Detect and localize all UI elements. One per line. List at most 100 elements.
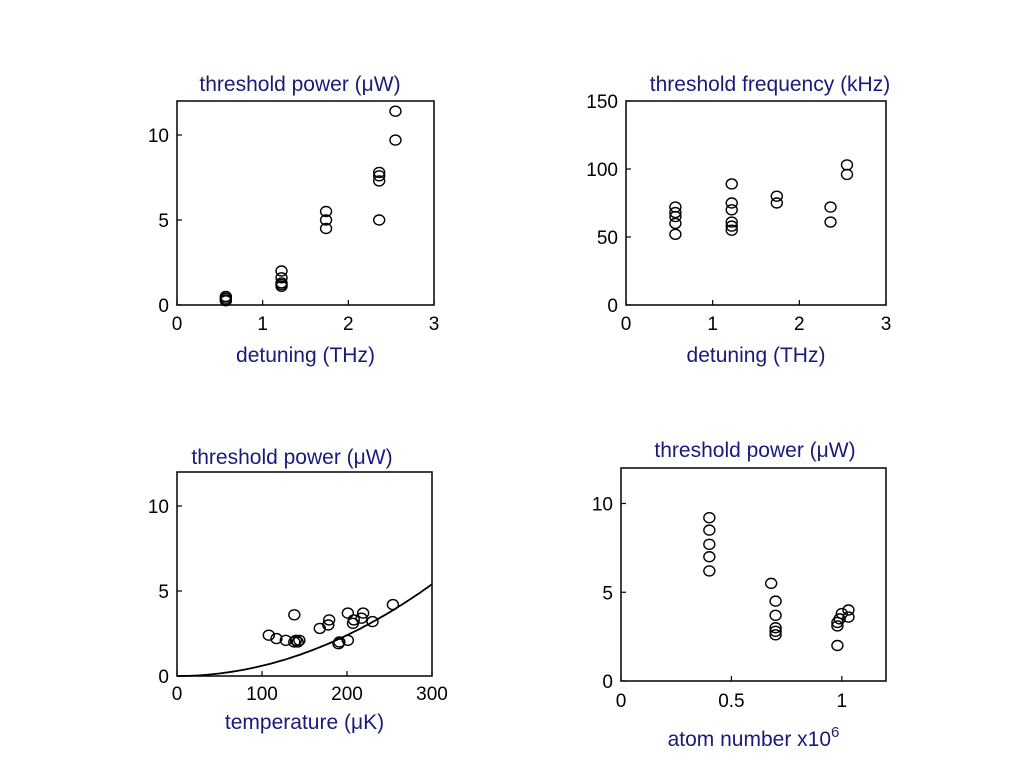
data-point <box>279 634 292 646</box>
x-tick-label: 2 <box>794 314 805 335</box>
data-point <box>725 224 738 236</box>
data-point <box>386 598 400 611</box>
data-point <box>341 607 355 619</box>
data-point <box>389 134 402 146</box>
data-point <box>842 611 855 623</box>
data-point <box>372 166 386 179</box>
data-point <box>288 609 301 621</box>
data-point <box>770 190 783 202</box>
data-point <box>725 204 738 216</box>
data-point <box>842 604 855 616</box>
x-tick-label: 100 <box>246 684 278 705</box>
data-point <box>770 197 783 209</box>
y-tick-label: 50 <box>597 228 618 249</box>
data-point <box>289 634 303 646</box>
panel-frequency-vs-detuning: 0 1 2 3 0 50 100 150 threshold frequency (kHz) de… <box>586 73 891 367</box>
y-tick-label: 5 <box>602 583 613 604</box>
data-point <box>275 272 288 284</box>
x-tick-label: 0 <box>621 314 632 335</box>
data-point <box>366 615 379 628</box>
fit-curve <box>177 583 433 677</box>
data-point <box>319 205 333 218</box>
x-axis-label: detuning (THz) <box>236 344 375 367</box>
y-tick-label: 10 <box>148 126 169 147</box>
x-tick-label: 200 <box>331 684 363 705</box>
data-point <box>703 551 716 563</box>
data-point <box>322 619 335 631</box>
data-point <box>270 632 283 645</box>
data-point <box>333 636 346 648</box>
data-point <box>840 168 854 181</box>
data-point <box>669 206 682 219</box>
data-point <box>262 629 275 641</box>
data-point <box>703 565 716 577</box>
data-point <box>833 613 846 625</box>
x-tick-label: 2 <box>343 314 354 335</box>
data-point <box>703 524 716 536</box>
data-point <box>341 634 355 646</box>
x-axis-label: atom number x106 <box>668 724 840 751</box>
data-point <box>831 620 844 632</box>
data-point <box>288 636 301 648</box>
data-point <box>831 639 844 652</box>
y-tick-label: 150 <box>586 92 618 113</box>
plot-frame <box>620 467 887 682</box>
data-point <box>769 629 782 641</box>
y-tick-label: 0 <box>158 296 169 317</box>
panel-power-vs-temperature: 0 100 200 300 0 5 10 threshold power (μW) temper… <box>148 446 448 734</box>
data-point <box>725 178 738 190</box>
data-point <box>769 609 782 622</box>
panel-power-vs-detuning: 0 1 2 3 0 5 10 threshold power (μW) detuning (TH… <box>148 73 439 367</box>
data-point <box>725 216 738 228</box>
data-point <box>347 614 360 626</box>
data-point <box>725 197 738 209</box>
plot-frame <box>176 100 435 306</box>
x-tick-label: 1 <box>837 691 848 712</box>
data-point <box>764 577 778 590</box>
y-tick-label: 0 <box>158 667 169 688</box>
data-point <box>322 614 336 626</box>
plot-frame <box>625 100 887 306</box>
y-tick-label: 5 <box>158 582 169 603</box>
x-tick-label: 300 <box>416 684 448 705</box>
data-point <box>769 622 782 634</box>
x-tick-label: 0 <box>172 314 183 335</box>
data-point <box>769 625 782 637</box>
data-point <box>824 216 837 228</box>
data-point <box>372 214 386 226</box>
data-point <box>703 512 716 524</box>
data-point <box>356 607 370 619</box>
data-point <box>319 214 333 226</box>
x-axis-label: detuning (THz) <box>687 344 826 367</box>
y-tick-label: 10 <box>592 495 613 516</box>
chart-title: threshold power (μW) <box>191 446 392 469</box>
data-point <box>703 538 716 551</box>
data-point <box>275 277 288 289</box>
data-point <box>319 222 333 235</box>
y-tick-label: 100 <box>586 160 618 181</box>
x-tick-label: 3 <box>429 314 440 335</box>
data-point <box>840 159 854 171</box>
data-point <box>275 265 288 277</box>
plot-frame <box>176 471 433 677</box>
chart-title: threshold power (μW) <box>199 73 400 96</box>
data-point <box>219 295 233 307</box>
data-point <box>824 201 837 213</box>
data-point <box>219 290 233 303</box>
data-point <box>669 217 682 230</box>
y-tick-label: 0 <box>602 672 613 693</box>
data-point <box>291 636 304 648</box>
data-point <box>769 595 782 607</box>
data-point <box>725 220 738 232</box>
data-point <box>293 634 306 646</box>
chart-title: threshold frequency (kHz) <box>650 73 890 96</box>
y-tick-label: 10 <box>148 497 169 518</box>
data-point <box>669 228 682 240</box>
data-point <box>355 612 368 624</box>
data-point <box>275 280 288 292</box>
x-tick-label: 1 <box>257 314 268 335</box>
data-point <box>372 175 386 187</box>
x-axis-label: temperature (μK) <box>225 711 384 734</box>
